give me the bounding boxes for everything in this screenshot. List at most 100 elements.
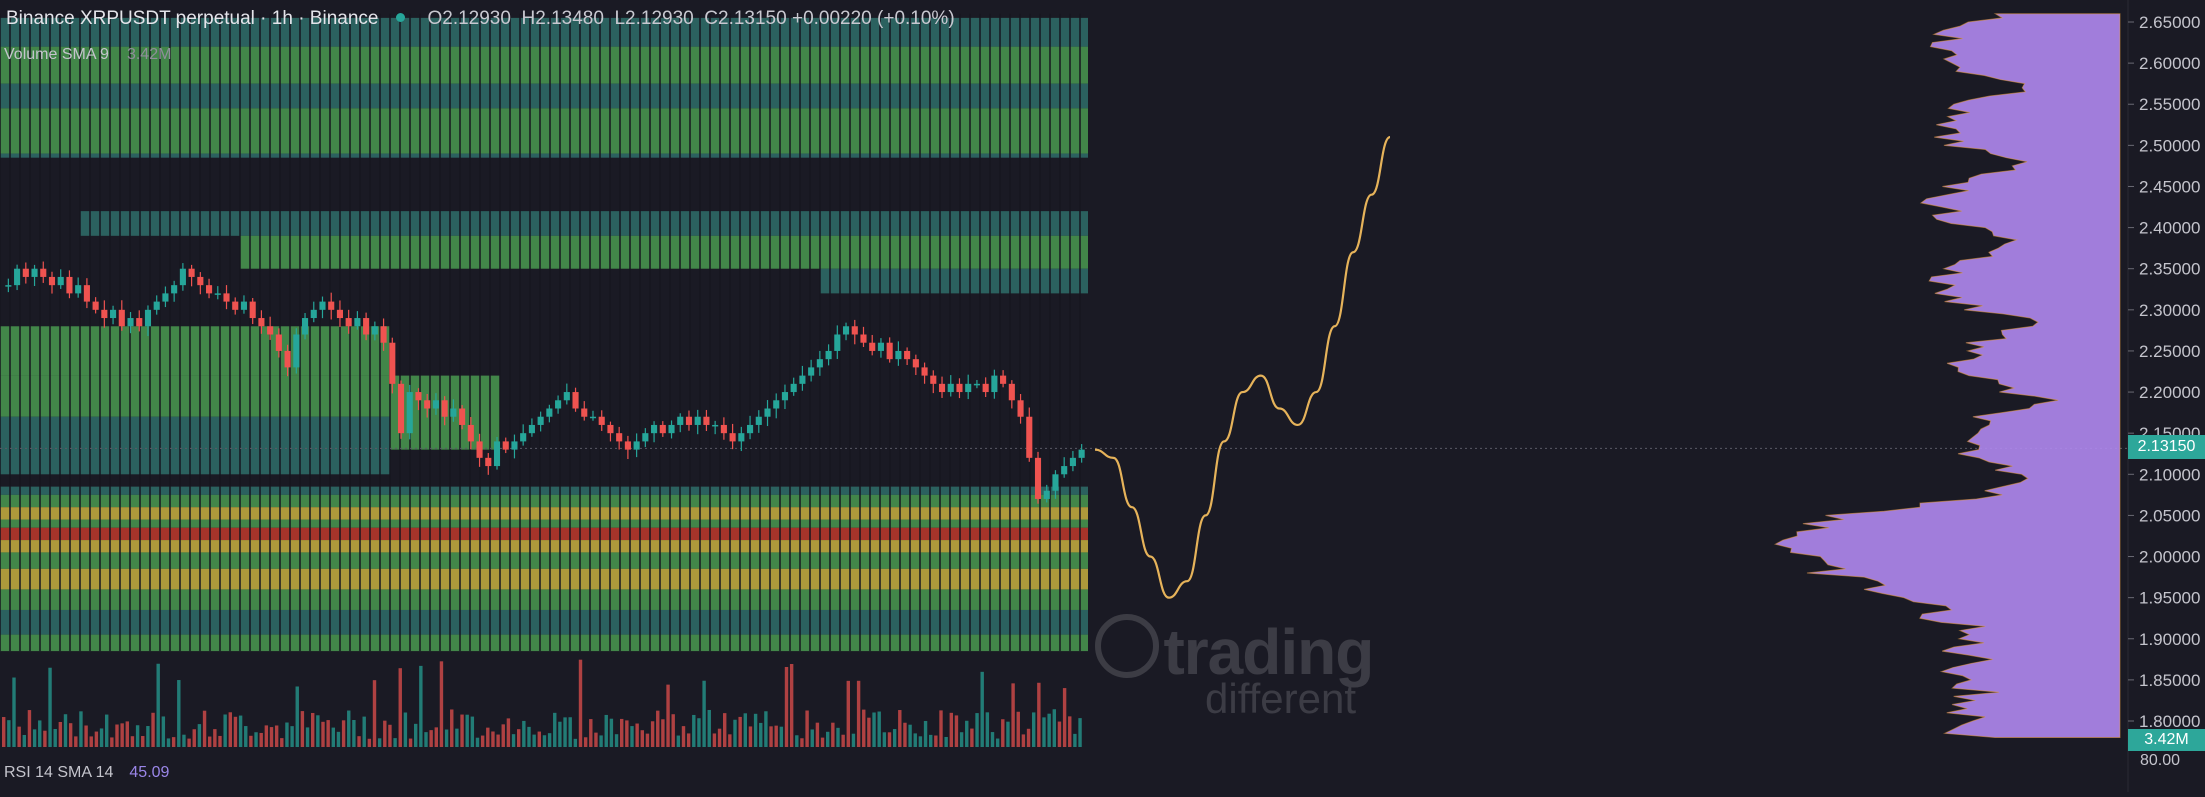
volume-bar <box>398 668 402 747</box>
volume-bar <box>717 728 722 747</box>
candle-body <box>781 392 789 401</box>
volume-bar <box>357 736 361 747</box>
volume-bar <box>326 720 330 747</box>
volume-bar <box>74 736 78 747</box>
candle-body <box>537 416 544 425</box>
volume-bar <box>805 710 809 747</box>
candle-body <box>66 276 73 294</box>
candle-body <box>1078 449 1085 458</box>
candle-body <box>642 433 649 442</box>
volume-bar <box>1068 716 1072 747</box>
volume-bar <box>589 719 593 747</box>
candle-body <box>720 424 727 434</box>
volume-bar <box>635 723 639 747</box>
price-axis-tick-13: 2.00000 <box>2139 548 2200 567</box>
volume-bar <box>599 735 603 747</box>
volume-bar <box>450 709 454 747</box>
candle-body <box>738 433 745 442</box>
candle-body <box>57 276 64 286</box>
volume-bar <box>218 735 222 747</box>
projection-curve <box>1094 136 1391 599</box>
volume-bar <box>223 714 227 747</box>
volume-bar <box>841 734 845 747</box>
volume-bar <box>826 731 830 747</box>
volume-bar <box>32 729 37 747</box>
volume-bar <box>846 680 850 747</box>
volume-bar <box>759 722 763 747</box>
volume-bar <box>192 729 196 747</box>
volume-bar <box>182 734 186 747</box>
candle-body <box>40 268 47 277</box>
volume-indicator-name: Volume SMA 9 <box>4 46 109 63</box>
volume-bar <box>408 738 413 747</box>
price-axis-tick-11: 2.10000 <box>2139 465 2200 484</box>
ohlc-readout: O2.12930 H2.13480 L2.12930 C2.13150 +0.0… <box>427 8 954 29</box>
volume-bar <box>383 720 387 747</box>
volume-indicator-label[interactable]: Volume SMA 9 3.42M <box>4 46 171 64</box>
volume-bar <box>63 714 68 747</box>
volume-badge: 3.42M <box>2128 729 2205 751</box>
volume-bar <box>892 729 897 747</box>
watermark-logo-icon <box>1095 614 1159 678</box>
volume-bar <box>115 724 119 747</box>
candle-body <box>877 342 884 351</box>
rsi-indicator-value: 45.09 <box>129 764 170 781</box>
volume-bar <box>862 709 866 747</box>
volume-bar <box>985 712 990 747</box>
candle-body <box>153 301 160 310</box>
ohlc-close: C2.13150 <box>704 8 787 29</box>
rsi-indicator-label[interactable]: RSI 14 SMA 14 45.09 <box>4 764 169 782</box>
candle-body <box>371 326 378 335</box>
volume-bar <box>1001 719 1005 747</box>
rsi-indicator-name: RSI 14 SMA 14 <box>4 764 114 781</box>
price-axis-tick-8: 2.25000 <box>2139 342 2200 361</box>
candle-body <box>904 350 911 360</box>
candle-body <box>275 334 282 351</box>
volume-bar <box>702 680 706 747</box>
volume-bar <box>1078 718 1082 747</box>
volume-bar <box>671 714 675 747</box>
candle-body <box>563 392 570 401</box>
candle-body <box>685 416 693 425</box>
volume-bar <box>403 712 408 747</box>
candle-body <box>511 441 518 450</box>
volume-bar <box>244 726 248 747</box>
candle-body <box>1052 474 1059 491</box>
candle-body <box>415 392 422 401</box>
volume-bar <box>89 736 93 747</box>
volume-bar <box>68 723 73 747</box>
volume-bar <box>151 712 155 747</box>
current-price-badge: 2.13150 <box>2128 435 2205 459</box>
candle-body <box>886 342 893 360</box>
volume-bar <box>831 722 835 747</box>
volume-bar <box>990 732 995 747</box>
volume-bar <box>995 738 1000 747</box>
ohlc-change: +0.00220 (+0.10%) <box>791 8 955 29</box>
volume-bar <box>202 710 207 747</box>
volume-bar <box>233 716 238 747</box>
candle-body <box>92 301 99 310</box>
volume-bar <box>949 712 953 747</box>
price-axis-tick-4: 2.45000 <box>2139 177 2200 196</box>
volume-bar <box>79 711 83 747</box>
volume-bar <box>692 714 696 747</box>
volume-bar <box>264 725 269 747</box>
volume-bar <box>254 732 258 747</box>
volume-bar <box>532 734 536 747</box>
volume-bar <box>130 736 135 747</box>
heatmap-band-20 <box>0 589 1088 610</box>
volume-bar <box>908 724 912 747</box>
volume-bar <box>779 726 784 747</box>
candle-body <box>633 441 640 450</box>
heatmap-band-19 <box>0 568 1088 590</box>
symbol-title: Binance XRPUSDT perpetual · 1h · Binance <box>6 8 379 29</box>
candle-body <box>31 268 38 277</box>
volume-bar <box>259 732 263 747</box>
volume-bar <box>444 729 449 747</box>
candle-body <box>293 334 300 368</box>
volume-bar <box>228 712 232 747</box>
volume-bar <box>480 735 485 747</box>
heatmap-band-12 <box>0 486 1088 495</box>
